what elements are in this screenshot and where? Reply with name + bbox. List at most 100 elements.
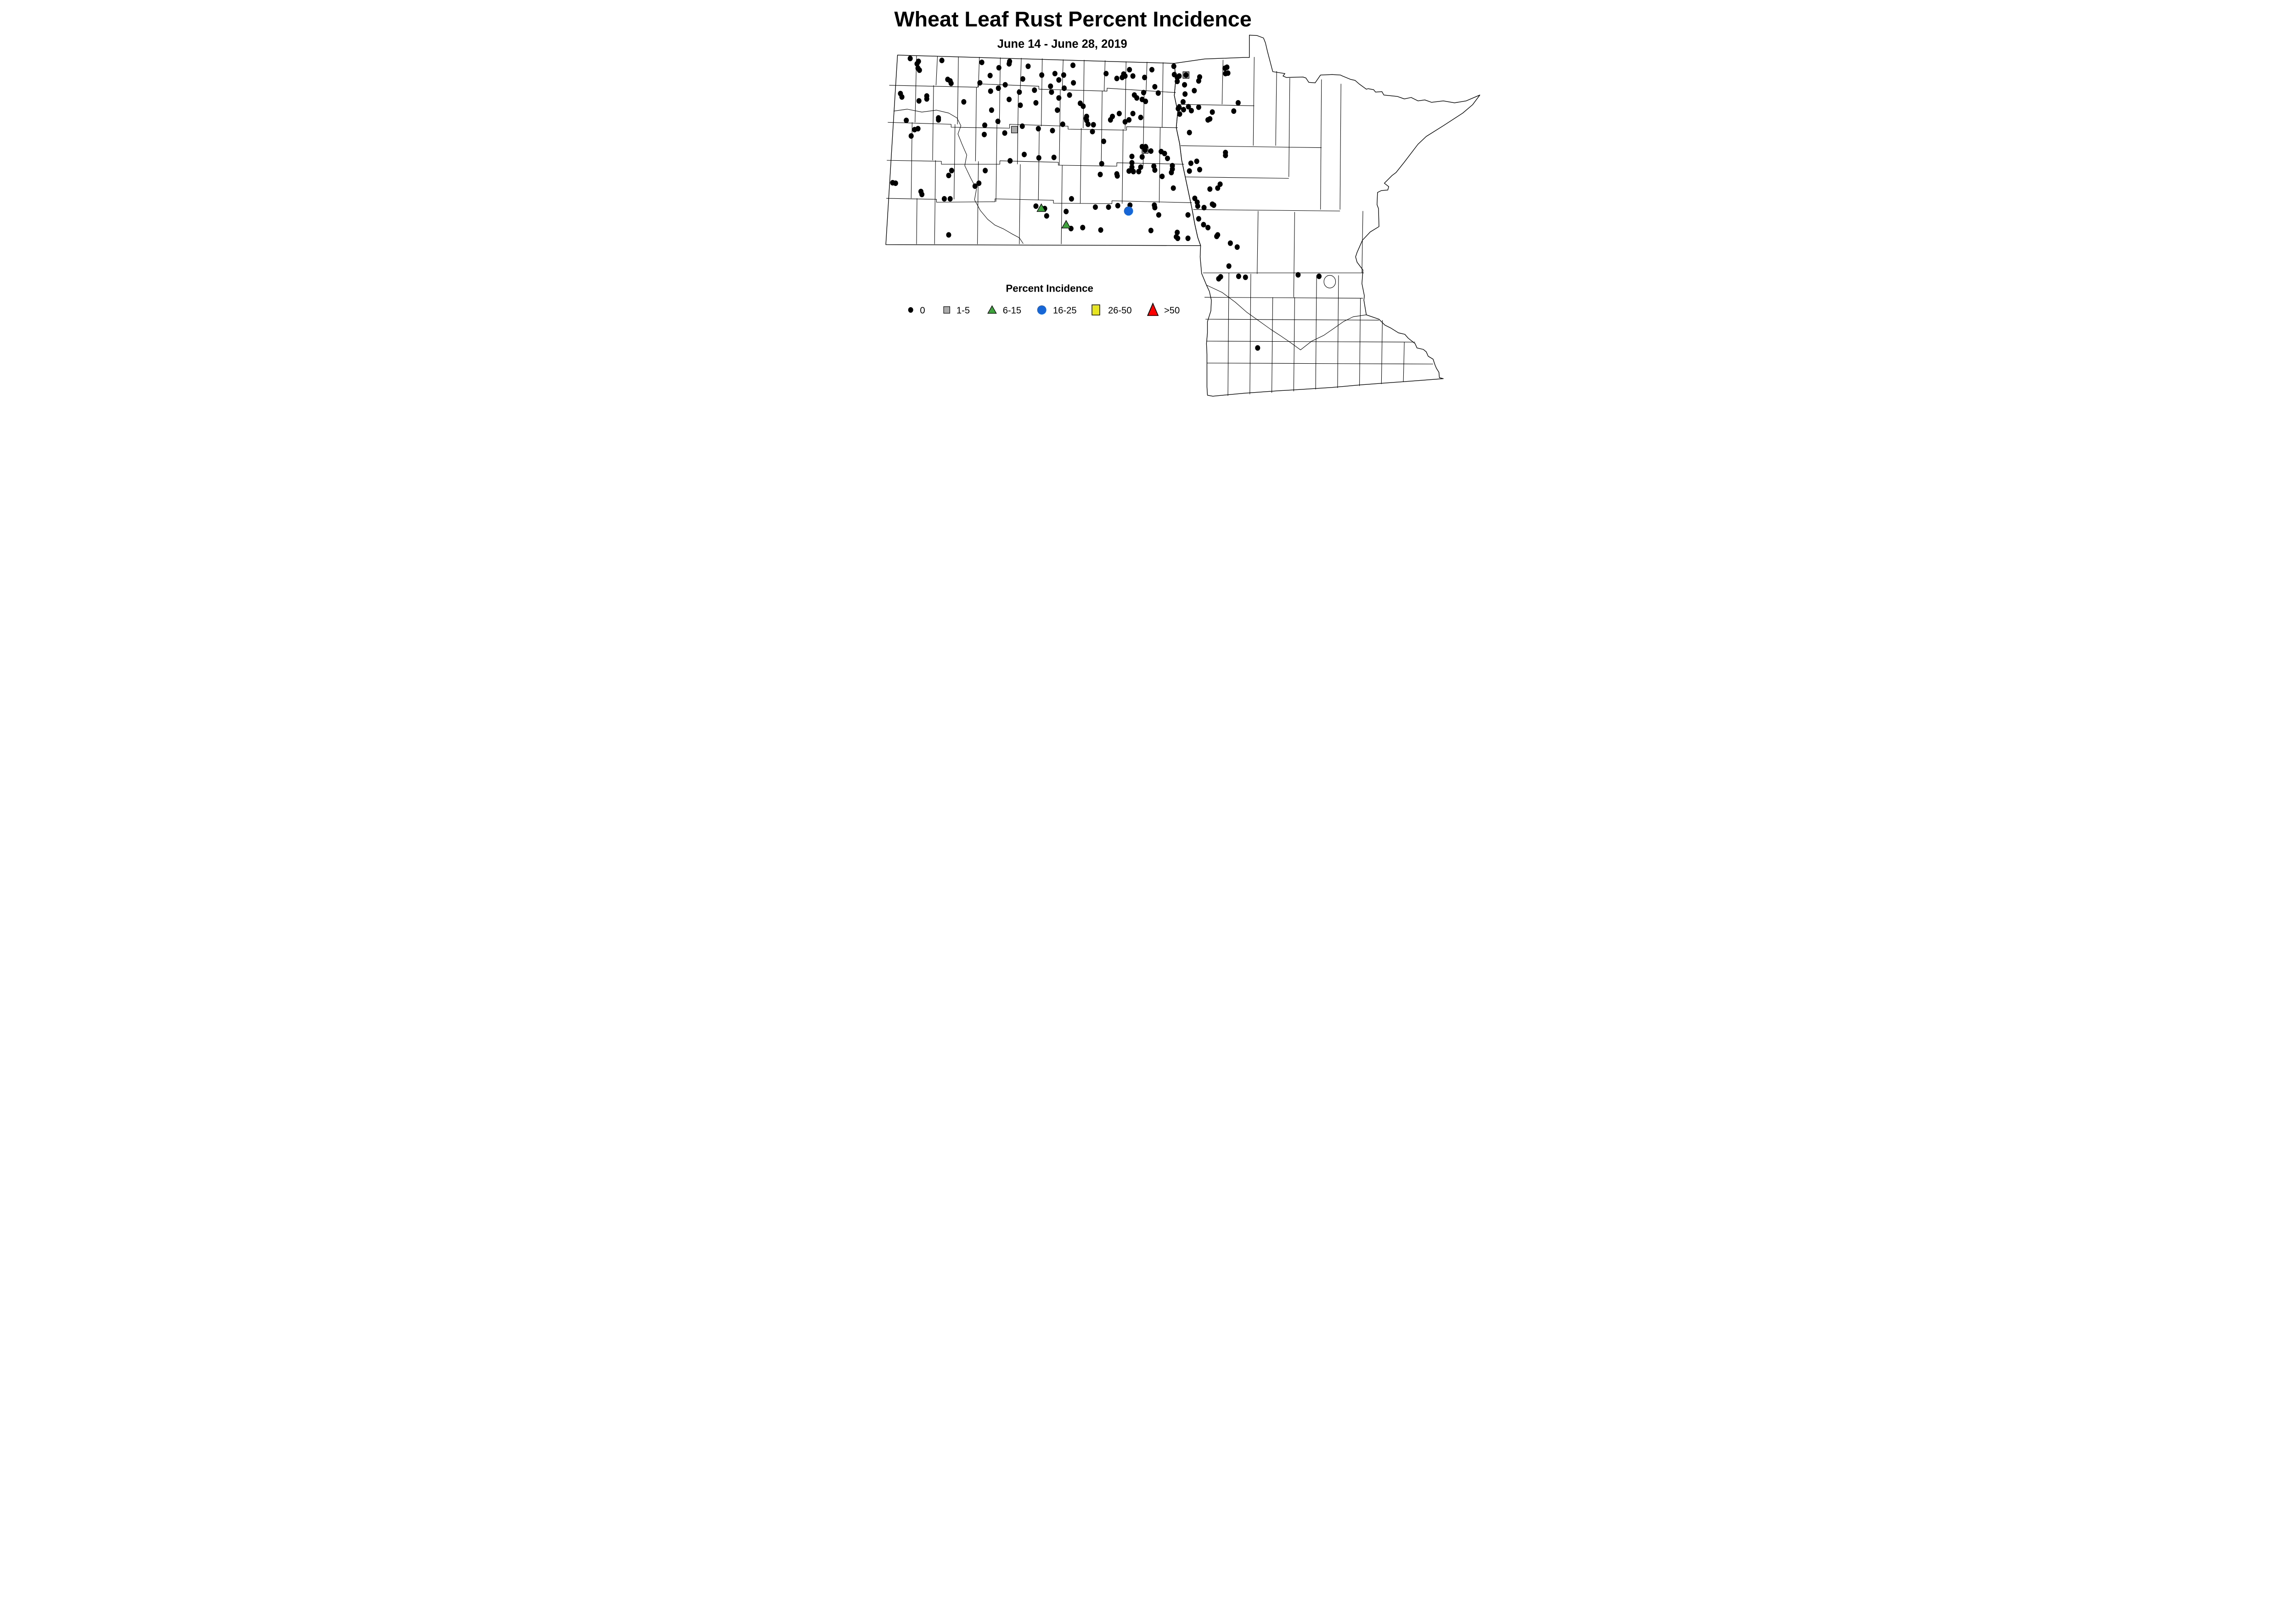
incidence-point-0 [1195, 203, 1200, 209]
incidence-point-0 [914, 61, 920, 67]
incidence-point-0 [1234, 244, 1240, 250]
incidence-point-0 [1033, 203, 1039, 209]
incidence-point-0 [949, 168, 954, 174]
incidence-point-0 [1061, 72, 1066, 78]
minnesota-river [1206, 285, 1367, 350]
incidence-point-0 [989, 107, 994, 113]
incidence-point-0 [936, 117, 941, 123]
incidence-point-0 [1180, 99, 1186, 105]
incidence-point-0 [1243, 274, 1248, 280]
incidence-point-0 [1231, 108, 1237, 114]
incidence-point-0 [1175, 230, 1180, 236]
incidence-point-0 [1101, 138, 1106, 144]
incidence-map-canvas: Wheat Leaf Rust Percent Incidence June 1… [766, 0, 1530, 403]
incidence-point-0 [1114, 75, 1120, 81]
incidence-point-0 [1130, 73, 1136, 79]
incidence-point-0 [899, 94, 905, 100]
legend-items: 0 1-5 6-15 16-25 26-50 >50 [908, 302, 1180, 316]
incidence-point-0 [1186, 104, 1191, 110]
legend: Percent Incidence 0 1-5 6-15 16-25 26-50 >50 [908, 283, 1180, 316]
incidence-point-0 [1148, 227, 1154, 234]
legend-label-16-25: 16-25 [1053, 305, 1077, 315]
legend-title: Percent Incidence [1006, 283, 1093, 294]
incidence-point-0 [1129, 160, 1135, 166]
incidence-point-0 [961, 99, 967, 105]
incidence-point-0 [1201, 205, 1207, 211]
incidence-point-0 [1032, 87, 1037, 93]
incidence-point-6-15 [1036, 203, 1046, 212]
incidence-point-0 [1002, 130, 1007, 136]
minnesota-county-grid [1177, 57, 1433, 396]
incidence-point-0 [1183, 72, 1189, 78]
incidence-point-0 [1205, 117, 1211, 123]
incidence-point-0 [996, 65, 1002, 71]
incidence-point-0 [939, 57, 945, 63]
incidence-point-0 [1188, 107, 1194, 113]
incidence-point-0 [1103, 71, 1109, 77]
incidence-point-0 [1187, 168, 1192, 174]
incidence-point-0 [1055, 107, 1060, 113]
incidence-point-0 [1130, 111, 1136, 117]
incidence-point-0 [1044, 213, 1049, 219]
incidence-point-0 [908, 133, 914, 139]
incidence-point-0 [1052, 71, 1058, 77]
incidence-point-0 [1051, 154, 1057, 160]
incidence-point-0 [1019, 123, 1025, 129]
incidence-point-0 [1185, 212, 1191, 218]
incidence-point-0 [1116, 111, 1122, 117]
incidence-point-0 [1138, 164, 1143, 170]
incidence-point-0 [1207, 186, 1213, 192]
incidence-point-0 [1134, 95, 1140, 101]
incidence-point-0 [1255, 345, 1261, 351]
incidence-point-0 [1115, 203, 1120, 208]
legend-label-26-50: 26-50 [1108, 305, 1132, 315]
incidence-point-0 [1196, 78, 1201, 84]
incidence-point-0 [1131, 169, 1136, 175]
legend-symbol-16-25 [1037, 305, 1047, 315]
incidence-point-0 [946, 172, 951, 179]
incidence-point-0 [1175, 79, 1180, 84]
incidence-point-0 [1182, 82, 1187, 88]
incidence-point-0 [1159, 174, 1165, 180]
incidence-point-0 [1071, 80, 1076, 86]
incidence-point-0 [893, 180, 898, 186]
mille-lacs-lake [1323, 275, 1336, 288]
minnesota-outline [1174, 34, 1480, 397]
incidence-point-0 [1141, 90, 1146, 96]
incidence-point-0 [948, 80, 954, 86]
incidence-point-0 [1061, 85, 1067, 91]
incidence-point-1-5 [1011, 126, 1018, 134]
incidence-point-0 [972, 183, 978, 189]
incidence-point-0 [1148, 148, 1154, 154]
incidence-point-0 [1210, 201, 1215, 207]
incidence-point-0 [1192, 88, 1197, 94]
incidence-point-0 [1171, 63, 1176, 69]
legend-symbol->50 [1147, 302, 1159, 316]
incidence-point-0 [1126, 168, 1132, 174]
incidence-point-0 [1175, 74, 1180, 80]
incidence-point-0 [1120, 74, 1125, 80]
incidence-point-0 [1080, 103, 1086, 109]
incidence-point-0 [1129, 164, 1135, 170]
incidence-point-0 [995, 118, 1001, 124]
incidence-point-0 [1080, 225, 1086, 231]
incidence-point-0 [1156, 212, 1161, 218]
incidence-point-0 [1152, 167, 1158, 173]
incidence-point-0 [1236, 273, 1241, 279]
incidence-points-layer [890, 56, 1322, 351]
incidence-point-0 [1201, 222, 1206, 228]
incidence-point-0 [1182, 91, 1188, 97]
incidence-point-0 [1092, 204, 1098, 210]
incidence-point-0 [1114, 173, 1120, 179]
incidence-point-16-25 [1124, 206, 1133, 216]
incidence-point-0 [1142, 147, 1148, 153]
incidence-point-0 [1056, 95, 1062, 101]
incidence-point-0 [1049, 89, 1054, 95]
incidence-point-0 [946, 232, 951, 238]
incidence-point-0 [1064, 208, 1069, 214]
incidence-point-0 [1129, 153, 1135, 159]
incidence-point-0 [983, 168, 988, 174]
incidence-point-0 [1155, 90, 1161, 96]
incidence-point-0 [1090, 129, 1095, 135]
incidence-point-0 [1222, 65, 1228, 71]
